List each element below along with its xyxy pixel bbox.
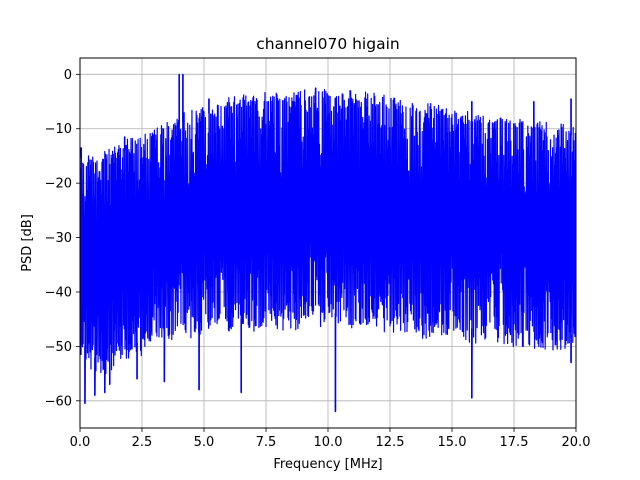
x-tick-label: 17.5 — [500, 435, 529, 450]
y-tick-label: −30 — [45, 231, 72, 246]
y-tick-label: −10 — [45, 122, 72, 137]
psd-trace — [80, 73, 576, 413]
y-tick-label: −40 — [45, 285, 72, 300]
y-axis-label: PSD [dB] — [20, 214, 35, 272]
x-tick-label: 10.0 — [314, 435, 343, 450]
y-tick-label: −50 — [45, 340, 72, 355]
y-tick-label: −20 — [45, 177, 72, 192]
x-tick-label: 0.0 — [70, 435, 91, 450]
x-tick-label: 7.5 — [256, 435, 277, 450]
axis-ticks: 0.0 2.5 5.0 7.5 10.0 12.5 15.0 17.5 20.0 0 −10 −20 −… — [45, 68, 591, 450]
y-tick-label: 0 — [64, 68, 72, 83]
series-psd — [80, 73, 576, 413]
x-tick-label: 5.0 — [194, 435, 215, 450]
y-tick-label: −60 — [45, 394, 72, 409]
chart-title: channel070 higain — [256, 35, 399, 53]
x-axis-label: Frequency [MHz] — [273, 457, 382, 472]
x-tick-label: 12.5 — [376, 435, 405, 450]
x-tick-label: 15.0 — [438, 435, 467, 450]
x-tick-label: 20.0 — [562, 435, 591, 450]
x-tick-label: 2.5 — [132, 435, 153, 450]
